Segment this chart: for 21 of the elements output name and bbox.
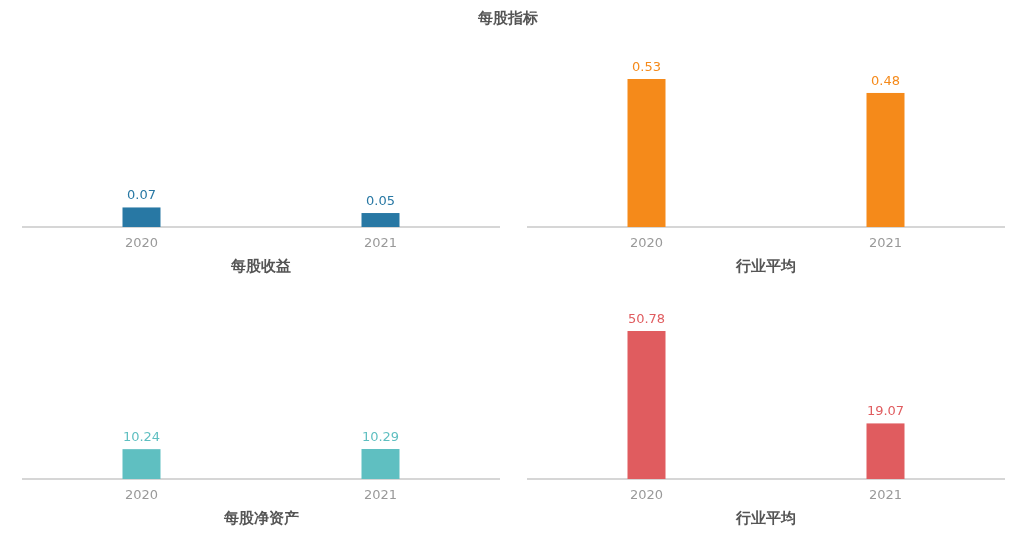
data-label: 0.48 (871, 72, 900, 88)
x-tick-label: 2020 (124, 235, 159, 250)
x-axis-title: 行业平均 (735, 509, 796, 527)
x-axis-title: 每股收益 (230, 257, 291, 275)
data-label: 50.78 (627, 311, 666, 326)
x-tick-label: 2021 (363, 487, 398, 502)
data-label: 0.53 (632, 59, 661, 74)
data-label: 0.07 (127, 187, 156, 203)
x-tick-label: 2021 (363, 235, 398, 250)
x-tick-label: 2020 (124, 487, 159, 502)
x-tick-label: 2021 (868, 235, 903, 250)
x-tick-label: 2020 (629, 235, 664, 250)
x-tick-label: 2021 (868, 487, 903, 502)
data-label: 10.24 (122, 429, 161, 445)
chart-title: 每股指标 (477, 9, 538, 27)
x-axis-title: 每股净资产 (222, 509, 299, 527)
x-axis-title: 行业平均 (735, 257, 796, 275)
data-label: 19.07 (866, 403, 905, 419)
data-label: 0.05 (366, 193, 395, 209)
data-label: 10.29 (361, 429, 400, 445)
x-tick-label: 2020 (629, 487, 664, 502)
